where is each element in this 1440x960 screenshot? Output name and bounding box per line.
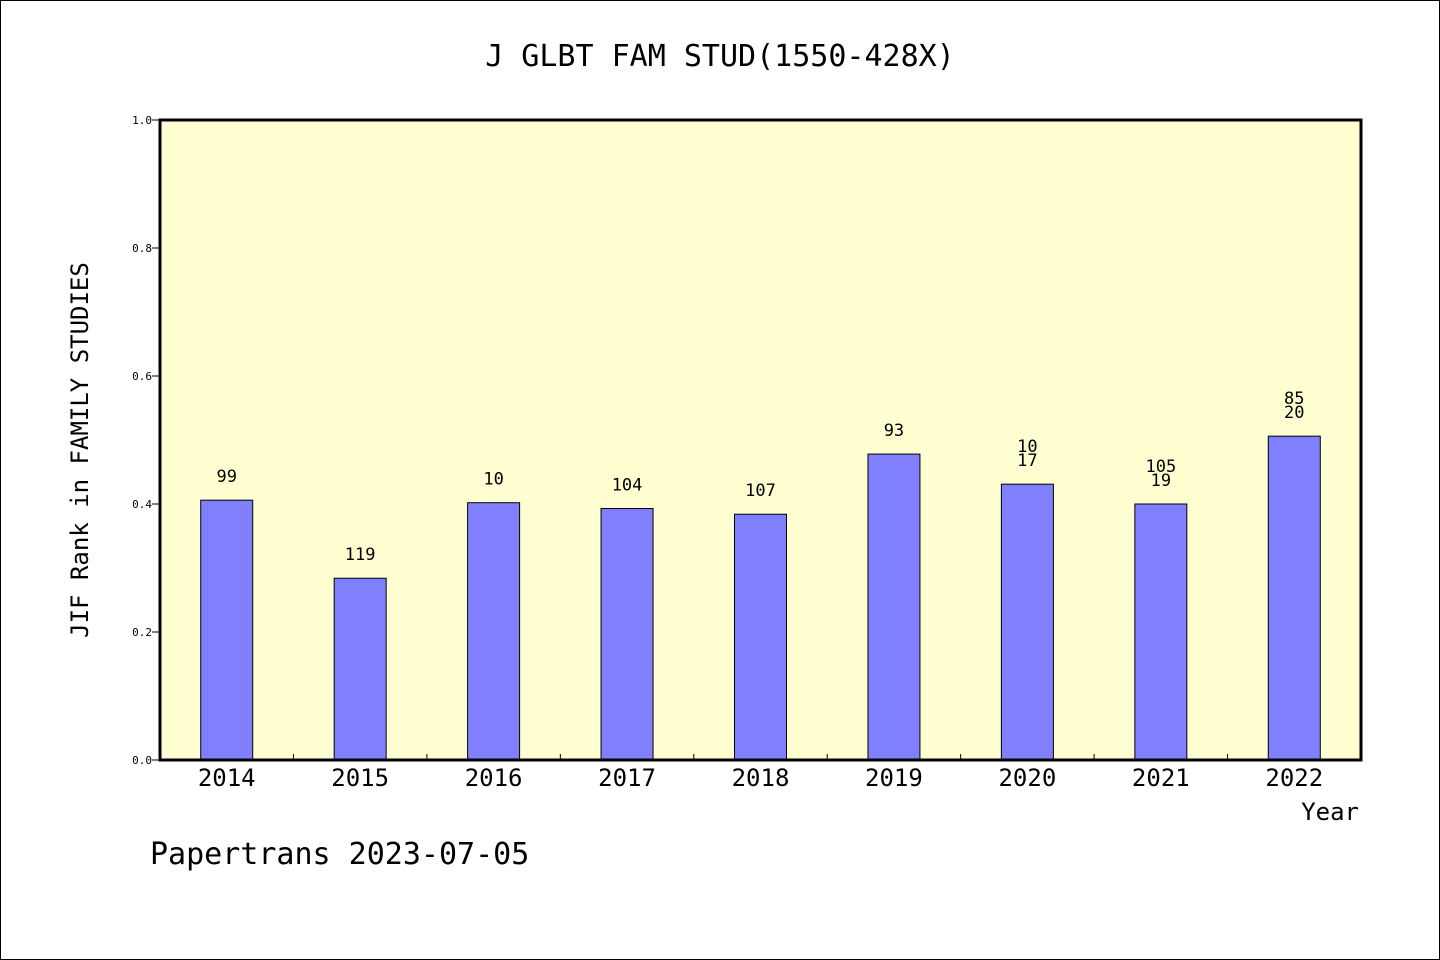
bar-2022 [1267,435,1321,761]
bar-data-label: 20 [1284,403,1304,423]
footer-credit: Papertrans 2023-07-05 [150,837,529,872]
bar-2021 [1134,503,1188,761]
x-tick-label: 2017 [598,764,656,792]
chart-title: J GLBT FAM STUD(1550-428X) [485,39,955,74]
y-tick-label: 0.0 [132,754,152,767]
y-tick-label: 0.4 [132,498,152,511]
bar-data-label: 19 [1151,471,1171,491]
x-tick-label: 2021 [1132,764,1190,792]
bar-data-label: 104 [612,475,643,495]
bar-data-label: 10 [1017,437,1037,457]
bar-2018 [734,513,787,761]
bars-group [200,435,1321,761]
x-tick-label: 2019 [865,764,923,792]
x-axis-label: Year [1301,798,1359,826]
bar-2020 [1000,483,1054,761]
bar-data-label: 99 [216,467,236,487]
plot-border [158,118,1363,762]
x-tick-label: 2014 [198,764,256,792]
bar-2017 [600,507,654,761]
bar-data-label: 85 [1284,389,1304,409]
bar-data-label: 17 [1017,451,1037,471]
bar-data-label: 10 [483,470,503,490]
y-tick-label: 0.8 [132,242,152,255]
x-tick-label: 2020 [998,764,1056,792]
bar-2015 [333,577,387,761]
y-axis-label: JIF Rank in FAMILY STUDIES [66,262,94,638]
bar-data-label: 93 [884,421,904,441]
bar-data-label: 105 [1145,457,1176,477]
x-axis: 2014 2015 2016 2017 2018 2019 2020 2021 2022 [198,754,1323,792]
y-tick-label: 0.6 [132,370,152,383]
y-tick-label: 0.2 [132,626,152,639]
y-tick-label: 1.0 [132,114,152,127]
bar-2016 [467,502,521,761]
y-axis: 0.0 0.2 0.4 0.6 0.8 1.0 [132,114,160,767]
x-tick-label: 2016 [465,764,523,792]
bar-2019 [867,453,921,761]
bar-2014 [200,499,254,761]
x-tick-label: 2015 [331,764,389,792]
x-tick-label: 2018 [732,764,790,792]
x-tick-label: 2022 [1265,764,1323,792]
bar-data-label: 107 [745,481,776,501]
bar-data-label: 119 [345,545,376,565]
